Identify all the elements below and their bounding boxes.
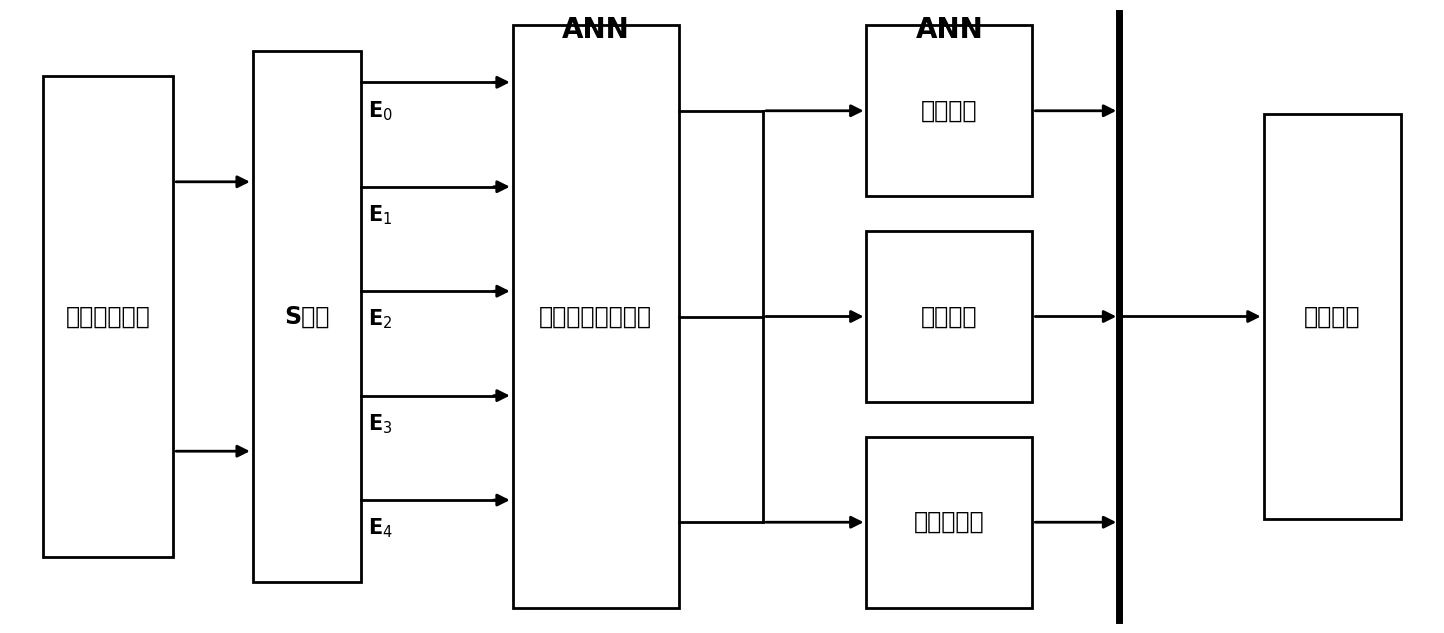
- Text: E$_4$: E$_4$: [368, 517, 393, 541]
- FancyBboxPatch shape: [866, 25, 1032, 196]
- FancyBboxPatch shape: [866, 437, 1032, 608]
- FancyBboxPatch shape: [43, 76, 173, 557]
- FancyBboxPatch shape: [1264, 114, 1401, 519]
- Text: 雷击故障: 雷击故障: [921, 304, 978, 329]
- Text: 线模电压信号: 线模电压信号: [66, 304, 150, 329]
- Text: 测距结果: 测距结果: [1304, 304, 1360, 329]
- FancyBboxPatch shape: [253, 51, 361, 582]
- Text: ANN: ANN: [915, 16, 983, 44]
- FancyBboxPatch shape: [513, 25, 679, 608]
- Text: E$_1$: E$_1$: [368, 203, 393, 227]
- Text: 故障分类神经网络: 故障分类神经网络: [539, 304, 653, 329]
- Text: 雷击未故障: 雷击未故障: [914, 510, 985, 534]
- Text: E$_3$: E$_3$: [368, 412, 393, 436]
- FancyBboxPatch shape: [866, 231, 1032, 402]
- Text: 接地故障: 接地故障: [921, 99, 978, 123]
- Text: E$_2$: E$_2$: [368, 308, 393, 332]
- Text: E$_0$: E$_0$: [368, 99, 393, 123]
- Text: ANN: ANN: [562, 16, 630, 44]
- Text: S变换: S变换: [284, 304, 329, 329]
